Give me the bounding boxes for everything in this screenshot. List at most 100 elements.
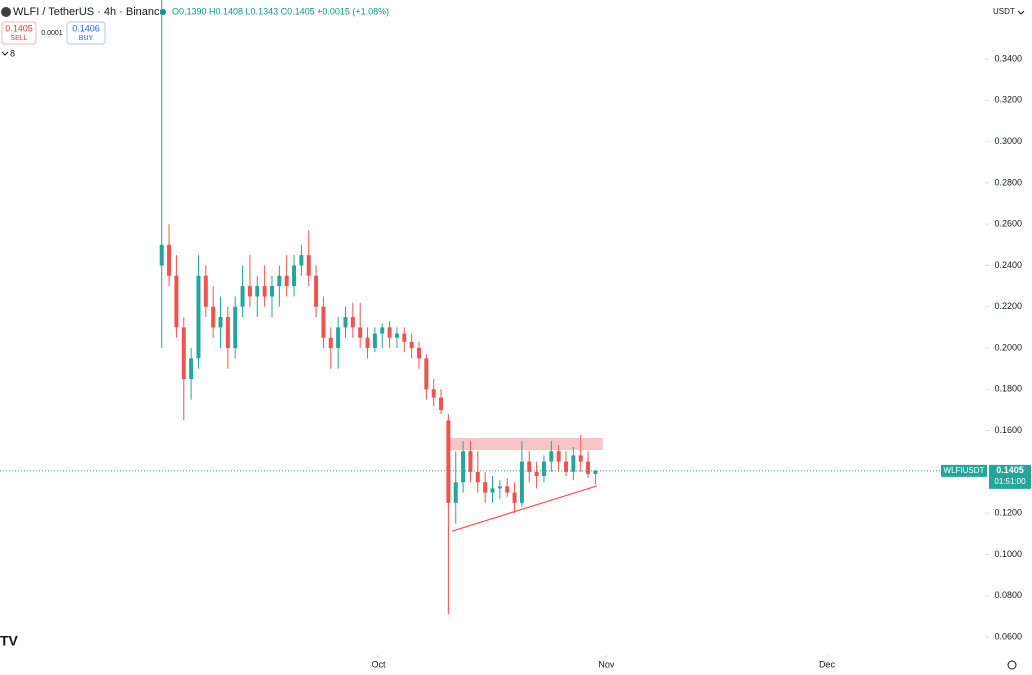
- currency-dropdown[interactable]: [1017, 10, 1025, 15]
- y-tick-label: 0.2800: [994, 177, 1022, 187]
- buy-label[interactable]: BUY: [79, 35, 94, 42]
- buy-button[interactable]: [66, 21, 106, 45]
- candle-body: [299, 255, 304, 266]
- candle-body: [372, 333, 377, 349]
- trendline: [451, 485, 598, 532]
- last-price-label: 0.1405: [996, 465, 1024, 475]
- spread: 0.0001: [41, 30, 63, 37]
- ohlc: O0.1390 H0.1408 L0.1343 C0.1405 +0.0015 …: [172, 6, 389, 16]
- candle-body: [424, 358, 429, 390]
- candle-body: [336, 327, 341, 349]
- candle-body: [203, 275, 208, 307]
- y-tick-label: 0.3400: [994, 53, 1022, 63]
- candle-body: [174, 275, 179, 328]
- chart-title: WLFI / TetherUS · 4h · Binance: [13, 6, 166, 18]
- candle-body: [328, 337, 333, 349]
- y-tick-label: 0.3000: [994, 136, 1022, 146]
- x-tick-label: Oct: [372, 659, 387, 669]
- candle-body: [416, 348, 421, 359]
- x-tick-label: Dec: [819, 659, 836, 669]
- candle-body: [461, 451, 466, 483]
- candle-body: [181, 327, 186, 380]
- candle-body: [534, 471, 539, 477]
- candle-body: [387, 327, 392, 338]
- candle-body: [578, 455, 583, 462]
- candle-body: [225, 317, 230, 349]
- candle-body: [512, 492, 517, 503]
- candle-body: [439, 397, 444, 410]
- candle-body: [159, 244, 164, 266]
- candle-body: [519, 461, 524, 503]
- sell-label[interactable]: SELL: [10, 35, 27, 42]
- candle-body: [541, 461, 546, 477]
- candle-body: [240, 286, 245, 307]
- candle-body: [453, 482, 458, 503]
- candle-body: [564, 461, 569, 472]
- candle-body: [269, 286, 274, 297]
- symbol-logo: [1, 7, 11, 17]
- candle-body: [409, 341, 414, 349]
- candle-body: [527, 461, 532, 472]
- candle-body: [343, 317, 348, 328]
- candle-body: [189, 358, 194, 380]
- candle-body: [490, 488, 495, 493]
- y-tick-label: 0.1800: [994, 384, 1022, 394]
- candle-body: [475, 471, 480, 483]
- indicator-count[interactable]: 8: [10, 48, 15, 58]
- countdown: 01:51:00: [994, 477, 1026, 486]
- symbol-label-bg: [941, 464, 987, 477]
- candle-body: [571, 455, 576, 472]
- candle-body: [314, 275, 319, 307]
- resistance-zone: [446, 438, 603, 451]
- candle-body: [497, 486, 502, 489]
- candle-body: [306, 255, 311, 276]
- candle-body: [468, 451, 473, 472]
- buy-price[interactable]: 0.1406: [72, 23, 100, 33]
- x-tick-label: Nov: [598, 659, 615, 669]
- sell-price[interactable]: 0.1405: [5, 23, 33, 33]
- candle-body: [402, 333, 407, 342]
- candle-body: [167, 244, 172, 276]
- candle-body: [277, 275, 282, 287]
- candle-body: [483, 482, 488, 493]
- candle-body: [586, 461, 591, 474]
- candle-body: [255, 286, 260, 297]
- candle-body: [350, 317, 355, 328]
- settings-icon[interactable]: [1007, 660, 1017, 670]
- y-tick-label: 0.2200: [994, 301, 1022, 311]
- candle-body: [358, 327, 363, 338]
- y-tick-label: 0.1200: [994, 508, 1022, 518]
- candle-body: [380, 327, 385, 334]
- candle-body: [505, 486, 510, 493]
- y-tick-label: 0.2400: [994, 260, 1022, 270]
- candle-body: [365, 337, 370, 349]
- candle-body: [218, 317, 223, 328]
- y-tick-label: 0.0800: [994, 590, 1022, 600]
- currency[interactable]: USDT: [993, 7, 1015, 16]
- candle-body: [321, 306, 326, 338]
- candle-body: [211, 306, 216, 328]
- candle-body: [284, 275, 289, 287]
- candle-body: [556, 451, 561, 462]
- sell-button[interactable]: [1, 21, 37, 45]
- tv-logo: TV: [0, 633, 19, 649]
- collapse-icon[interactable]: [1, 51, 9, 56]
- y-tick-label: 0.0600: [994, 631, 1022, 641]
- y-tick-label: 0.1000: [994, 549, 1022, 559]
- candle-body: [247, 286, 252, 297]
- y-tick-label: 0.3200: [994, 95, 1022, 105]
- candle-body: [593, 470, 598, 474]
- candle-body: [262, 286, 267, 297]
- y-tick-label: 0.2000: [994, 342, 1022, 352]
- candle-body: [292, 265, 297, 287]
- candle-body: [394, 333, 399, 338]
- symbol-label: WLFIUSDT: [944, 466, 985, 475]
- y-tick-label: 0.2600: [994, 219, 1022, 229]
- candle-body: [549, 451, 554, 462]
- candle-body: [233, 306, 238, 349]
- y-tick-label: 0.1600: [994, 425, 1022, 435]
- candle-body: [446, 420, 451, 503]
- status-dot: [160, 9, 166, 15]
- candle-body: [196, 275, 201, 359]
